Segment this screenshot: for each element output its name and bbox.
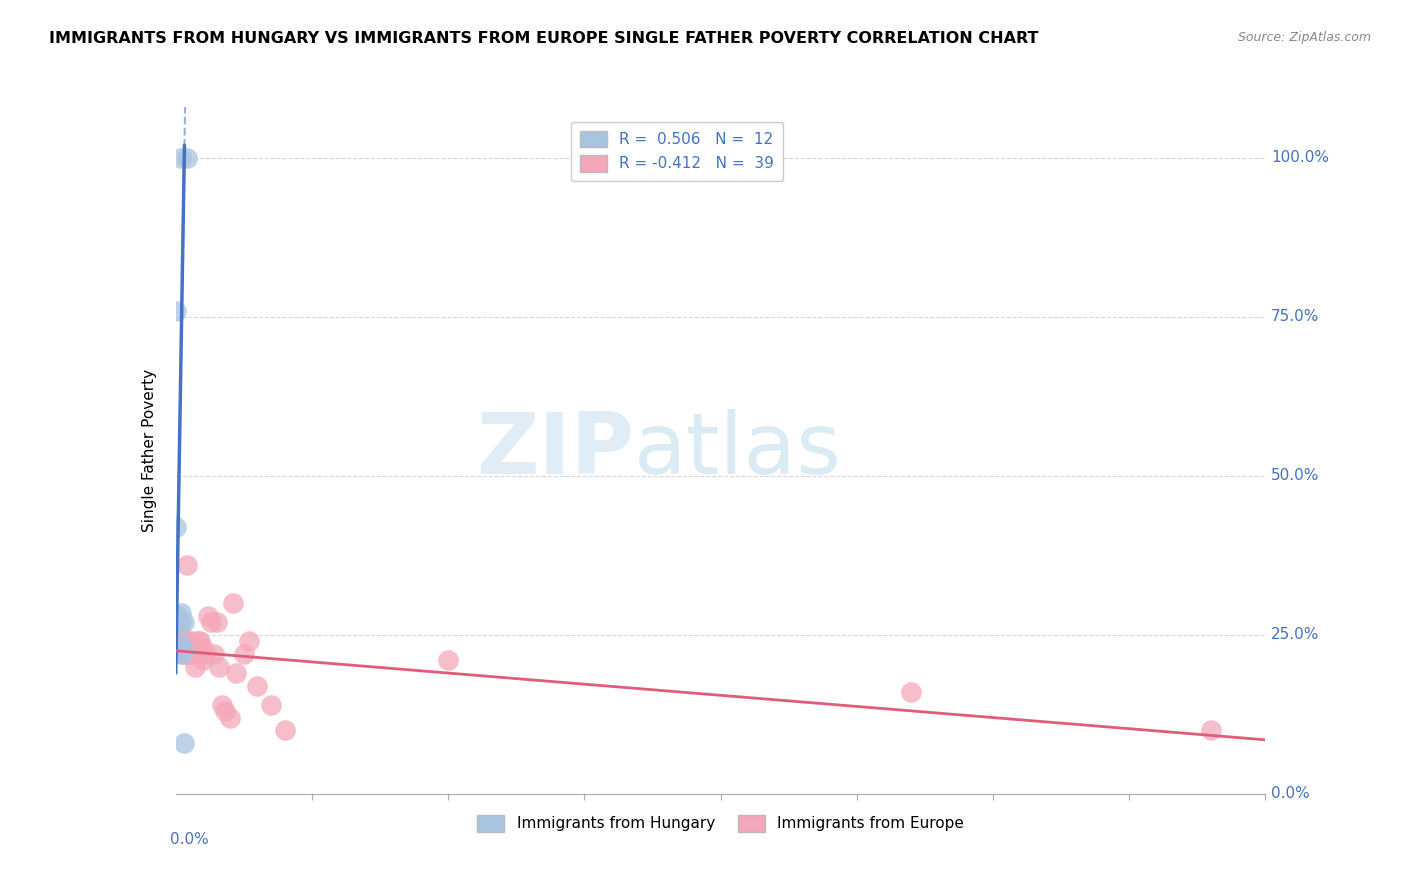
Point bbox=[176, 151, 198, 165]
Point bbox=[170, 606, 193, 620]
Text: 0.0%: 0.0% bbox=[1271, 787, 1309, 801]
Point bbox=[191, 640, 214, 655]
Point bbox=[170, 647, 193, 661]
Point bbox=[184, 659, 207, 673]
Point bbox=[219, 710, 242, 724]
Point bbox=[188, 647, 211, 661]
Point bbox=[170, 637, 193, 651]
Point bbox=[165, 520, 187, 534]
Point bbox=[176, 558, 198, 572]
Point bbox=[205, 615, 228, 630]
Point bbox=[222, 596, 245, 610]
Point bbox=[238, 634, 260, 648]
Legend: Immigrants from Hungary, Immigrants from Europe: Immigrants from Hungary, Immigrants from… bbox=[471, 809, 970, 838]
Point bbox=[179, 647, 201, 661]
Point bbox=[176, 647, 198, 661]
Point bbox=[225, 666, 247, 681]
Text: ZIP: ZIP bbox=[475, 409, 633, 492]
Point bbox=[170, 628, 193, 642]
Point bbox=[246, 679, 269, 693]
Point bbox=[211, 698, 233, 712]
Point bbox=[179, 634, 201, 648]
Point bbox=[437, 653, 460, 667]
Point bbox=[173, 647, 195, 661]
Point bbox=[165, 303, 187, 318]
Point bbox=[167, 608, 190, 623]
Point bbox=[214, 704, 236, 718]
Point bbox=[184, 647, 207, 661]
Text: 75.0%: 75.0% bbox=[1271, 310, 1319, 325]
Point bbox=[208, 659, 231, 673]
Point bbox=[900, 685, 922, 699]
Text: IMMIGRANTS FROM HUNGARY VS IMMIGRANTS FROM EUROPE SINGLE FATHER POVERTY CORRELAT: IMMIGRANTS FROM HUNGARY VS IMMIGRANTS FR… bbox=[49, 31, 1039, 46]
Text: 0.0%: 0.0% bbox=[170, 831, 209, 847]
Point bbox=[167, 634, 190, 648]
Point bbox=[170, 151, 193, 165]
Point bbox=[197, 608, 219, 623]
Point bbox=[194, 647, 217, 661]
Point bbox=[173, 640, 195, 655]
Point bbox=[181, 647, 204, 661]
Point bbox=[173, 615, 195, 630]
Point bbox=[200, 615, 222, 630]
Y-axis label: Single Father Poverty: Single Father Poverty bbox=[142, 369, 157, 532]
Point bbox=[274, 723, 297, 738]
Text: atlas: atlas bbox=[633, 409, 841, 492]
Point bbox=[173, 644, 195, 658]
Point bbox=[173, 647, 195, 661]
Text: 25.0%: 25.0% bbox=[1271, 627, 1319, 642]
Point bbox=[167, 615, 190, 630]
Point bbox=[188, 634, 211, 648]
Text: 50.0%: 50.0% bbox=[1271, 468, 1319, 483]
Text: Source: ZipAtlas.com: Source: ZipAtlas.com bbox=[1237, 31, 1371, 45]
Point bbox=[191, 653, 214, 667]
Point bbox=[260, 698, 283, 712]
Point bbox=[202, 647, 225, 661]
Point bbox=[186, 634, 209, 648]
Point bbox=[173, 736, 195, 750]
Point bbox=[186, 647, 209, 661]
Point bbox=[232, 647, 254, 661]
Text: 100.0%: 100.0% bbox=[1271, 151, 1329, 165]
Point bbox=[1199, 723, 1222, 738]
Point bbox=[170, 615, 193, 630]
Point bbox=[181, 634, 204, 648]
